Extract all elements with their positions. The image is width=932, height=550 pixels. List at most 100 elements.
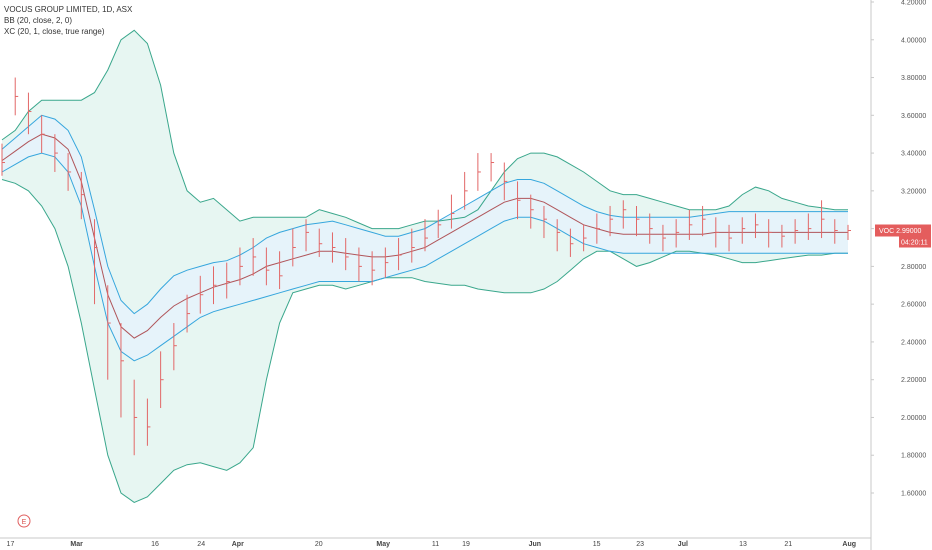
y-tick-label: 1.60000: [901, 491, 926, 498]
x-tick-label: 23: [636, 541, 644, 548]
x-tick-label: Jun: [529, 541, 541, 548]
price-bar: [662, 224, 666, 252]
price-bar: [1, 143, 5, 176]
price-bar: [186, 294, 191, 333]
price-bar: [133, 379, 138, 456]
price-bar: [424, 219, 428, 252]
y-tick-label: 2.20000: [901, 377, 926, 384]
x-tick-label: 15: [593, 541, 601, 548]
price-bar: [543, 205, 547, 239]
price-bar: [120, 323, 124, 418]
kc-lower-line: [1, 152, 848, 362]
price-bar: [279, 251, 283, 290]
price-bar: [226, 262, 230, 299]
price-bar: [728, 224, 733, 252]
price-bar: [688, 209, 693, 240]
price-bar: [437, 209, 442, 239]
price-bar: [265, 247, 270, 286]
price-bar: [636, 205, 640, 237]
price-bar: [556, 219, 561, 252]
price-bar: [94, 219, 98, 305]
price-bar: [702, 205, 706, 237]
price-bar: [107, 285, 111, 380]
price-badge: VOC 2.99000 04:20:11: [875, 224, 931, 248]
price-bar: [331, 232, 336, 263]
price-bar: [609, 205, 614, 237]
price-bar: [781, 224, 785, 248]
price-badge-box: [875, 224, 931, 237]
price-bar: [517, 181, 521, 220]
price-bar: [807, 213, 812, 240]
price-bar: [292, 228, 296, 267]
price-bar: [146, 398, 151, 446]
price-bar: [768, 219, 772, 248]
y-tick-label: 3.20000: [901, 188, 926, 195]
price-bar: [583, 224, 587, 252]
y-tick-label: 4.00000: [901, 37, 926, 44]
y-tick-label: 2.40000: [901, 339, 926, 346]
x-tick-label: 11: [432, 541, 439, 548]
x-tick-label: 13: [739, 541, 747, 548]
x-tick-label: Mar: [70, 541, 83, 548]
price-bar: [160, 351, 164, 409]
y-tick-label: 4.20000: [901, 0, 926, 7]
price-bar: [464, 171, 468, 210]
y-tick-label: 3.60000: [901, 113, 926, 120]
x-tick-label: 20: [315, 541, 323, 548]
x-tick-label: Apr: [232, 541, 244, 548]
price-bar: [490, 153, 495, 182]
price-bar: [305, 219, 310, 252]
price-bar: [67, 153, 72, 191]
x-axis-ticks: 17 Mar 16 24 Apr 20 May 11 19 Jun 15 23 Jul 13 21 Aug: [7, 541, 856, 548]
price-bar: [80, 171, 85, 220]
price-bar: [649, 213, 653, 244]
legend-bollinger-bands[interactable]: BB (20, close, 2, 0): [4, 16, 73, 25]
price-bar: [530, 194, 534, 229]
y-tick-label: 3.80000: [901, 75, 926, 82]
y-tick-label: 2.60000: [901, 302, 926, 309]
price-bar: [384, 247, 389, 278]
x-tick-label: 19: [462, 541, 470, 548]
x-tick-label: 24: [197, 541, 205, 548]
price-bar: [252, 238, 257, 276]
price-bar: [794, 219, 799, 244]
y-tick-label: 2.80000: [901, 264, 926, 271]
y-tick-label: 3.40000: [901, 151, 926, 158]
countdown-box: [899, 236, 931, 248]
price-bar: [239, 247, 243, 286]
x-tick-label: 16: [151, 541, 159, 548]
y-axis-ticks: 4.20000 4.00000 3.80000 3.60000 3.40000 3.200…: [871, 0, 926, 498]
price-bar: [411, 228, 415, 263]
chart-legend: VOCUS GROUP LIMITED, 1D, ASX BB (20, clo…: [4, 4, 132, 37]
price-bar: [503, 162, 508, 201]
price-bar: [569, 228, 574, 257]
price-bar: [821, 200, 825, 239]
y-tick-label: 2.00000: [901, 415, 926, 422]
legend-symbol[interactable]: VOCUS GROUP LIMITED, 1D, ASX: [4, 5, 133, 14]
price-bar: [847, 224, 851, 240]
price-bar: [596, 213, 600, 244]
price-bar: [371, 251, 376, 286]
price-bar: [41, 115, 45, 154]
price-bar: [27, 92, 32, 135]
earnings-event-marker[interactable]: E: [17, 514, 31, 528]
x-tick-label: 17: [7, 541, 15, 548]
price-bar: [477, 153, 481, 191]
price-bar: [398, 238, 402, 271]
price-bar: [622, 200, 627, 229]
x-tick-label: Aug: [842, 541, 856, 548]
price-bar: [675, 219, 680, 248]
x-tick-label: May: [376, 541, 390, 548]
legend-keltner-channels[interactable]: XC (20, 1, close, true range): [4, 27, 105, 36]
price-bar: [450, 194, 455, 229]
x-tick-label: 21: [784, 541, 792, 548]
price-bars: [1, 77, 851, 456]
price-bar: [754, 213, 759, 239]
price-bar: [834, 219, 838, 244]
price-bar: [54, 134, 58, 172]
price-badge-label: VOC 2.99000: [879, 228, 922, 235]
price-bar: [199, 275, 204, 314]
price-bar: [173, 323, 177, 371]
price-bar: [213, 266, 217, 305]
